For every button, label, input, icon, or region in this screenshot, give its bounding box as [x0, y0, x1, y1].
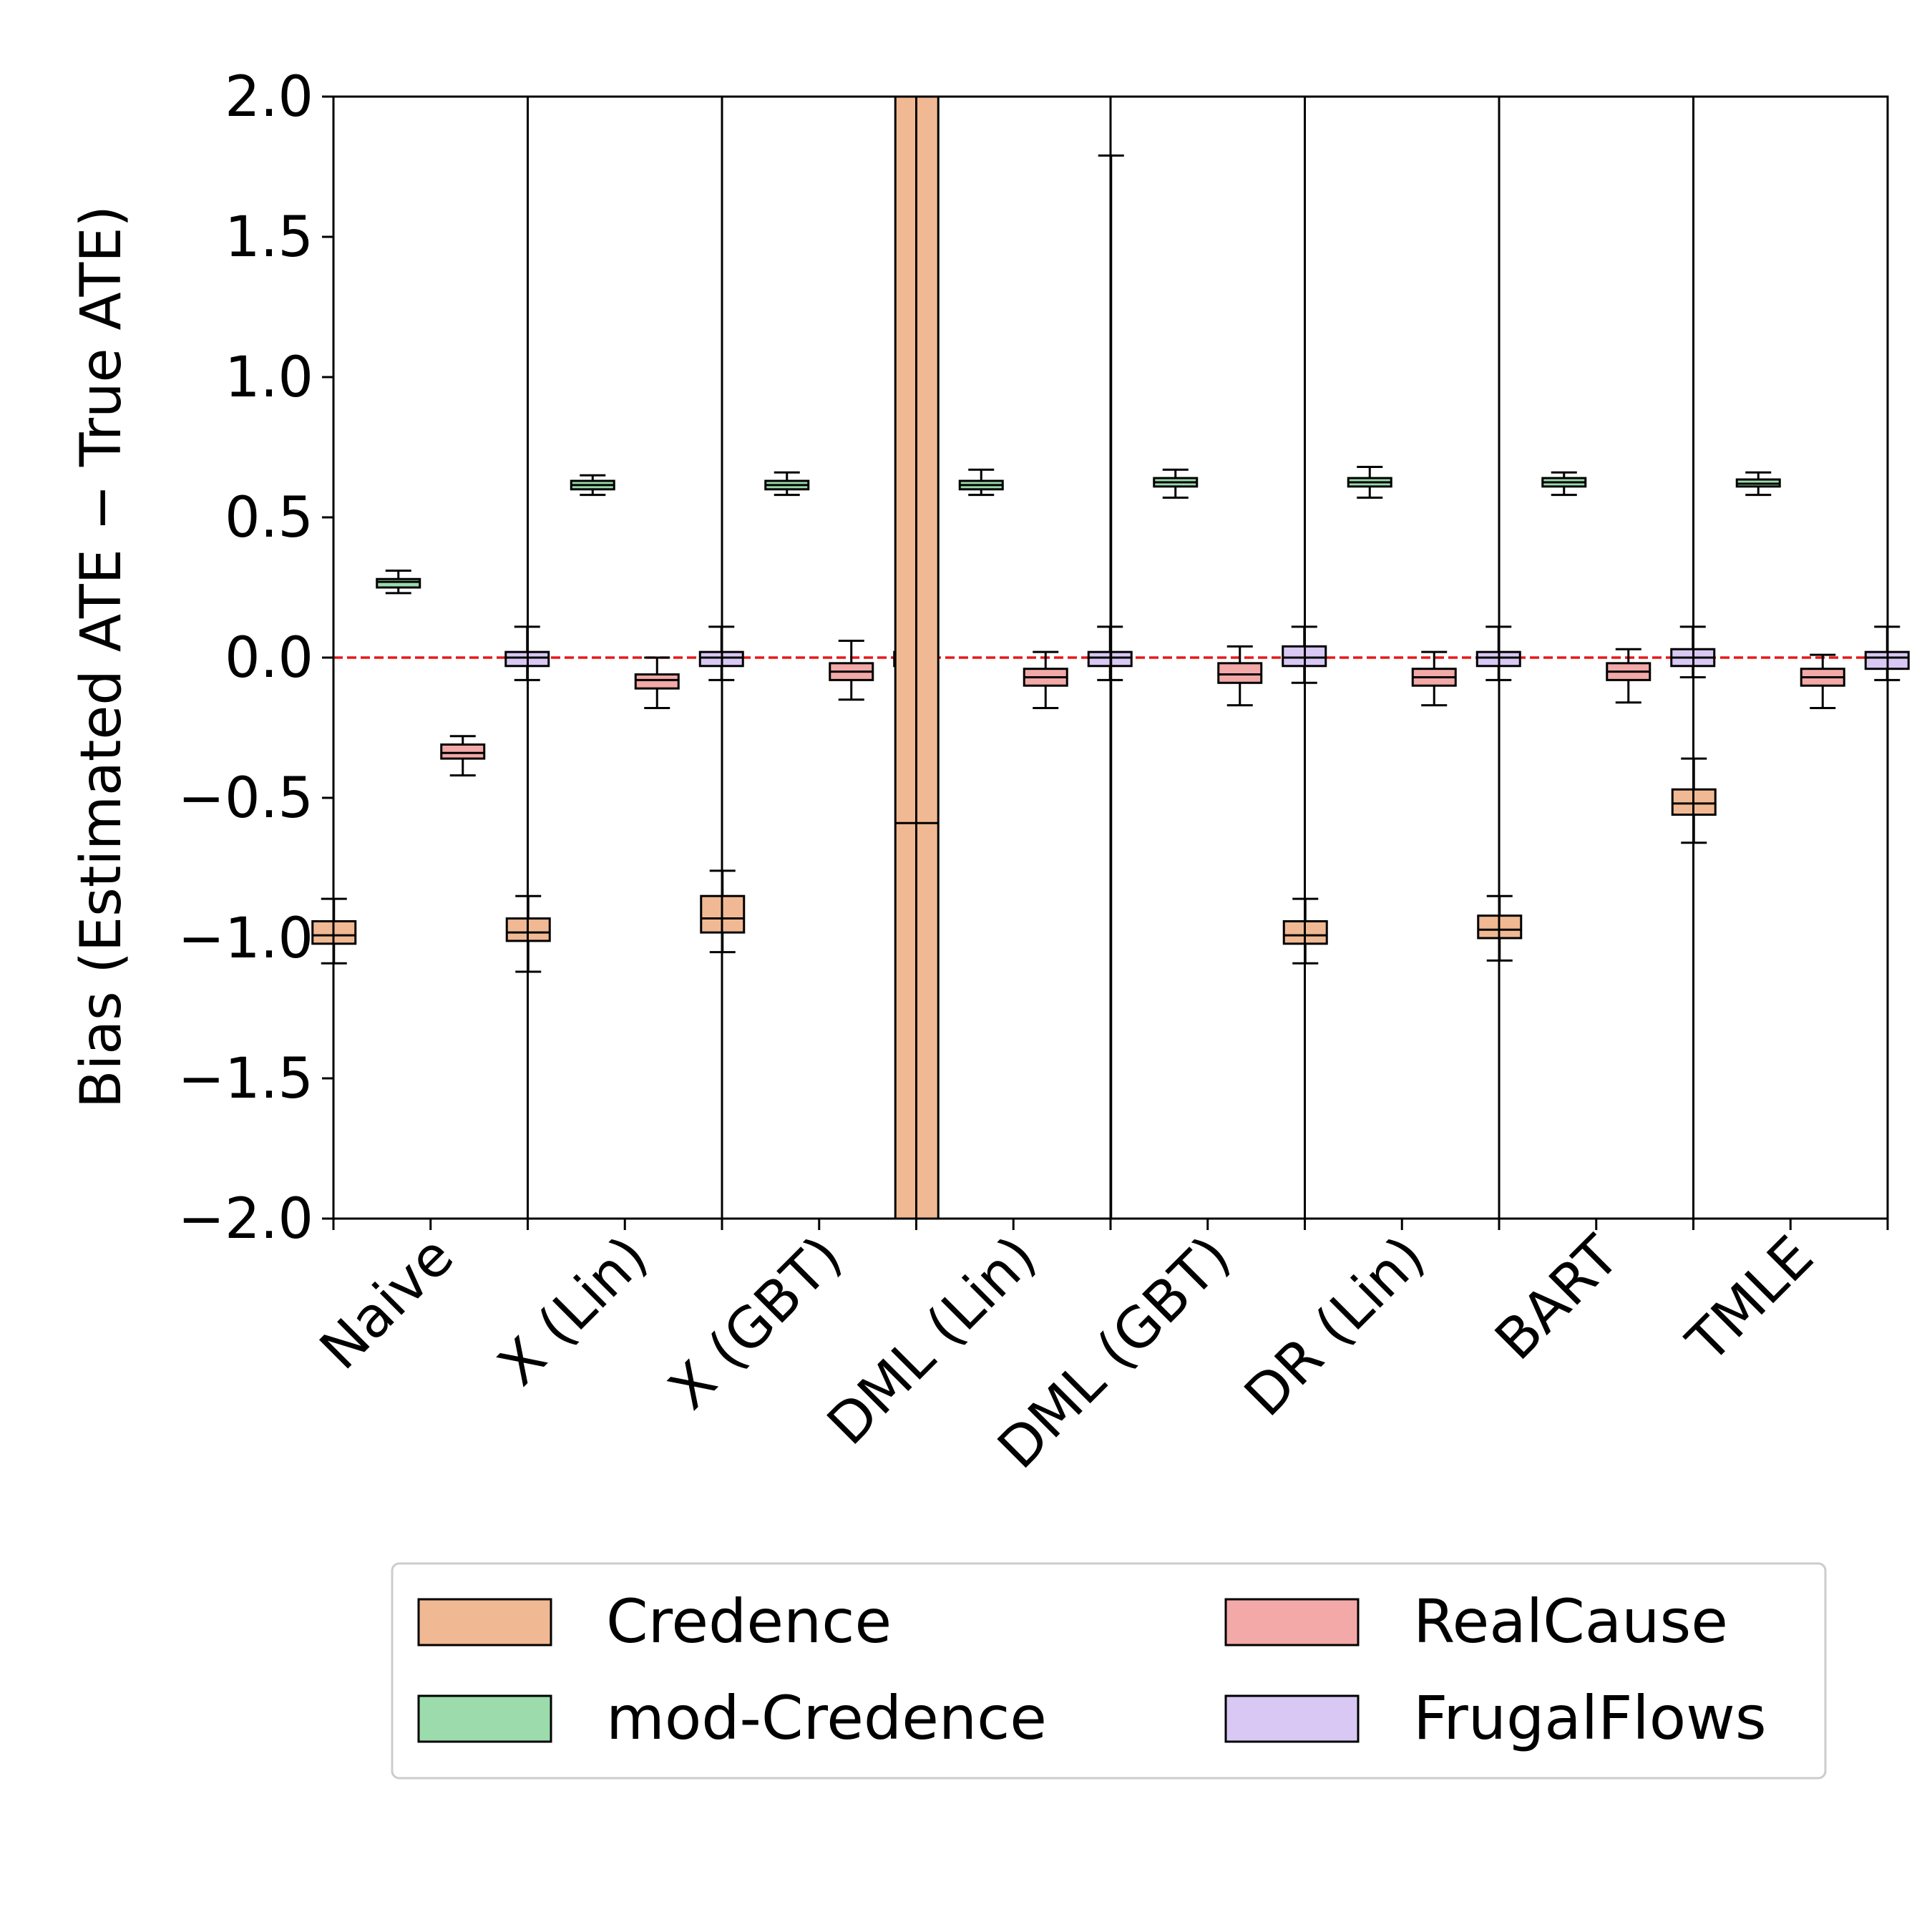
y-tick-label: −2.0: [178, 1187, 313, 1252]
legend-label: Credence: [606, 1586, 892, 1657]
box-body: [440, 743, 486, 760]
box-body: [1217, 662, 1263, 684]
plot-area: −2.0 −1.5 −1.0 −0.5 0.0 0.5 1.0 1.5 2.0 Naive X (L…: [178, 65, 1910, 1481]
y-tick-label: −1.0: [178, 907, 313, 971]
y-axis-title: Bias (Estimated ATE − True ATE): [69, 205, 134, 1108]
category-label: X (GBT): [657, 1224, 854, 1422]
y-tick-label: 1.0: [225, 346, 313, 410]
category-label: Naive: [308, 1224, 467, 1382]
legend-label: RealCause: [1413, 1586, 1728, 1657]
box-mod-credence: [958, 468, 1004, 497]
box-body: [376, 577, 421, 589]
box-realcause: [1217, 645, 1263, 707]
box-realcause: [1411, 650, 1457, 707]
legend-item: Credence: [417, 1586, 892, 1657]
legend-item: mod-Credence: [417, 1683, 1047, 1753]
category-label: X (Lin): [487, 1224, 660, 1398]
box-mod-credence: [376, 569, 421, 595]
box-mod-credence: [1735, 471, 1781, 497]
legend-item: FrugalFlows: [1224, 1683, 1767, 1753]
box-realcause: [829, 639, 874, 701]
category-label: TMLE: [1674, 1224, 1825, 1375]
category-label: DR (Lin): [1233, 1224, 1438, 1429]
legend-label: mod-Credence: [606, 1683, 1047, 1753]
legend-swatch: [417, 1598, 552, 1646]
y-tick-label: −1.5: [178, 1047, 313, 1111]
box-mod-credence: [1541, 471, 1587, 497]
legend-swatch: [417, 1694, 552, 1743]
legend-label: FrugalFlows: [1413, 1683, 1767, 1753]
box-realcause: [634, 656, 680, 710]
box-body: [634, 673, 680, 690]
box-realcause: [1023, 650, 1068, 710]
category-label: BART: [1483, 1224, 1631, 1372]
box-mod-credence: [764, 471, 810, 497]
box-mod-credence: [1347, 465, 1392, 499]
y-tick-label: 0.5: [225, 486, 313, 550]
box-mod-credence: [570, 474, 615, 497]
y-tick-label: 2.0: [225, 65, 313, 130]
box-mod-credence: [1153, 468, 1199, 499]
y-tick-label: −0.5: [178, 766, 313, 831]
legend-swatch: [1224, 1598, 1360, 1646]
y-tick-label: 0.0: [225, 626, 313, 691]
box-realcause: [1800, 653, 1845, 710]
box-realcause: [440, 735, 486, 777]
legend-item: RealCause: [1224, 1586, 1728, 1657]
box-realcause: [1606, 648, 1652, 704]
legend: Credence RealCause mod-Credence FrugalFlows: [391, 1562, 1827, 1780]
legend-swatch: [1224, 1694, 1360, 1743]
legend-frame: [391, 1562, 1827, 1780]
y-tick-label: 1.5: [225, 205, 313, 270]
